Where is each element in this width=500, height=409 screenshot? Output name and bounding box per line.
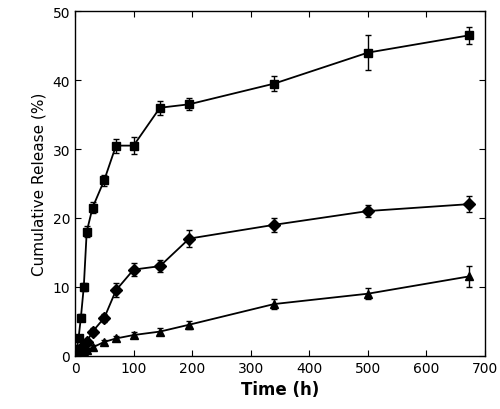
Y-axis label: Cumulative Release (%): Cumulative Release (%) <box>32 92 47 276</box>
X-axis label: Time (h): Time (h) <box>241 380 319 398</box>
